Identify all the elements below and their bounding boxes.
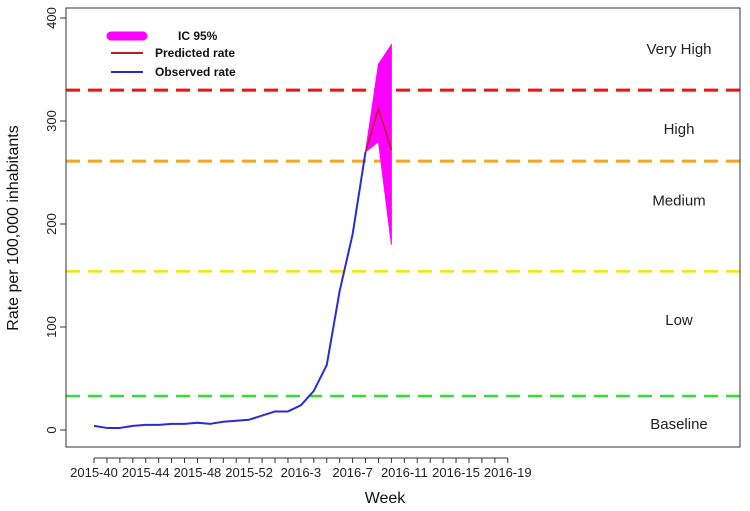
- y-tick-label: 200: [44, 213, 59, 235]
- level-label-baseline: Baseline: [650, 416, 708, 433]
- x-tick-label: 2015-52: [225, 465, 273, 480]
- observed-rate-line: [93, 151, 367, 429]
- level-label-high: High: [664, 121, 695, 138]
- x-axis: 2015-40 2015-44 2015-48 2015-52 2016-3 2016-7…: [70, 457, 532, 480]
- level-label-low: Low: [665, 312, 693, 329]
- level-labels: Very High High Medium Low Baseline: [646, 41, 711, 433]
- threshold-lines: [66, 88, 740, 398]
- legend: IC 95% Predicted rate Observed rate: [106, 29, 236, 79]
- y-tick-label: 0: [44, 426, 59, 433]
- y-axis-title: Rate per 100,000 inhabitants: [5, 125, 22, 330]
- x-tick-label: 2015-40: [70, 465, 118, 480]
- plot-frame: [65, 7, 741, 448]
- y-tick-label: 100: [44, 316, 59, 338]
- predicted-rate-line: [364, 107, 393, 153]
- legend-label-predicted-rate: Predicted rate: [155, 46, 235, 60]
- confidence-band-area: [364, 43, 392, 245]
- x-axis-title: Week: [365, 490, 407, 507]
- x-tick-label: 2016-19: [484, 465, 532, 480]
- x-tick-label: 2016-7: [332, 465, 372, 480]
- legend-label-ic-95: IC 95%: [178, 29, 218, 43]
- x-tick-label: 2016-15: [432, 465, 480, 480]
- x-tick-label: 2015-48: [174, 465, 222, 480]
- x-tick-label: 2015-44: [122, 465, 170, 480]
- level-label-medium: Medium: [652, 192, 705, 209]
- x-tick-label: 2016-3: [281, 465, 321, 480]
- legend-label-observed-rate: Observed rate: [155, 65, 236, 79]
- level-label-very-high: Very High: [646, 41, 711, 58]
- y-tick-label: 300: [44, 110, 59, 132]
- y-tick-label: 400: [44, 7, 59, 29]
- y-axis: 0 100 200 300 400: [44, 7, 66, 434]
- x-tick-label: 2016-11: [381, 465, 428, 480]
- confidence-band-layer: [364, 43, 392, 245]
- series-layer: [93, 107, 393, 429]
